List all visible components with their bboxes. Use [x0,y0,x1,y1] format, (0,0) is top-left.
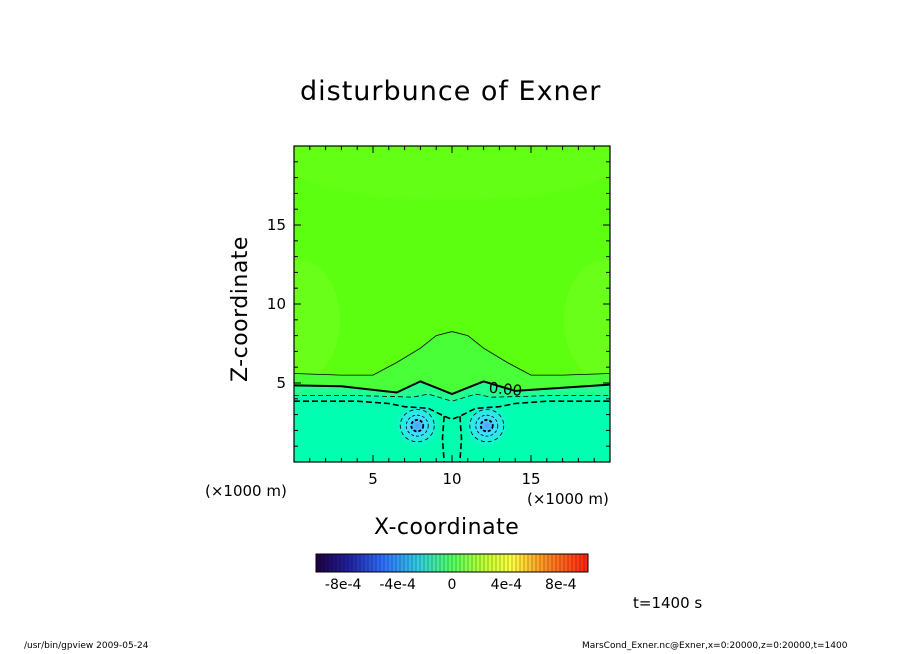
y-tick-label: 5 [276,374,286,392]
contour-negative-2 [294,400,610,421]
colorbar-stripes [319,554,585,572]
colorbar-tick-label: -8e-4 [325,577,362,593]
field-upper-patch-top [294,146,610,200]
minimum-rings [399,409,505,443]
colorbar-labels: -8e-4 -4e-4 0 4e-4 8e-4 [325,577,577,593]
minimum-ring [479,419,494,433]
colorbar: -8e-4 -4e-4 0 4e-4 8e-4 [315,553,589,593]
minimum-right [462,401,511,450]
field-upper-patch-right [564,260,610,380]
x-axis-label: X-coordinate [374,515,520,540]
minimum-ring [399,409,435,443]
field-lower [294,394,610,462]
x-tick-label: 15 [521,470,540,488]
axis-ticks [294,146,610,462]
contour-zero [294,380,610,396]
x-tick-label: 5 [368,470,378,488]
field-upper-patch-left [294,260,340,380]
y-axis-label: Z-coordinate [228,236,253,382]
footer-program: /usr/bin/gpview 2009-05-24 [24,641,149,651]
contour-positive [294,331,610,376]
chart-title: disturbunce of Exner [300,76,602,107]
y-axis-unit: (×1000 m) [205,482,287,500]
x-axis-unit: (×1000 m) [527,490,609,508]
minimum-ring [469,409,505,443]
y-tick-label: 15 [267,216,286,234]
y-tick-label: 10 [267,295,286,313]
colorbar-frame [315,553,589,573]
time-label: t=1400 s [633,594,703,612]
axis-tick-labels: 5 10 15 5 10 15 [267,216,541,488]
minimum-left [393,401,442,450]
x-tick-label: 10 [442,470,461,488]
colorbar-tick-label: -4e-4 [379,577,416,593]
minimum-ring [405,414,429,437]
colorbar-tick-label: 8e-4 [545,577,577,593]
colorbar-tick-label: 4e-4 [491,577,523,593]
contour-label: 0.00 [488,379,523,400]
contour-stem-right [459,416,463,462]
contour-stem-left [441,416,445,462]
minimum-ring [410,419,425,433]
colorbar-tick-label: 0 [448,577,457,593]
contour-negative-1 [294,393,610,402]
footer-source: MarsCond_Exner.nc@Exner,x=0:20000,z=0:20… [582,641,848,651]
minimum-ring [475,414,499,437]
plot-area [294,146,610,462]
